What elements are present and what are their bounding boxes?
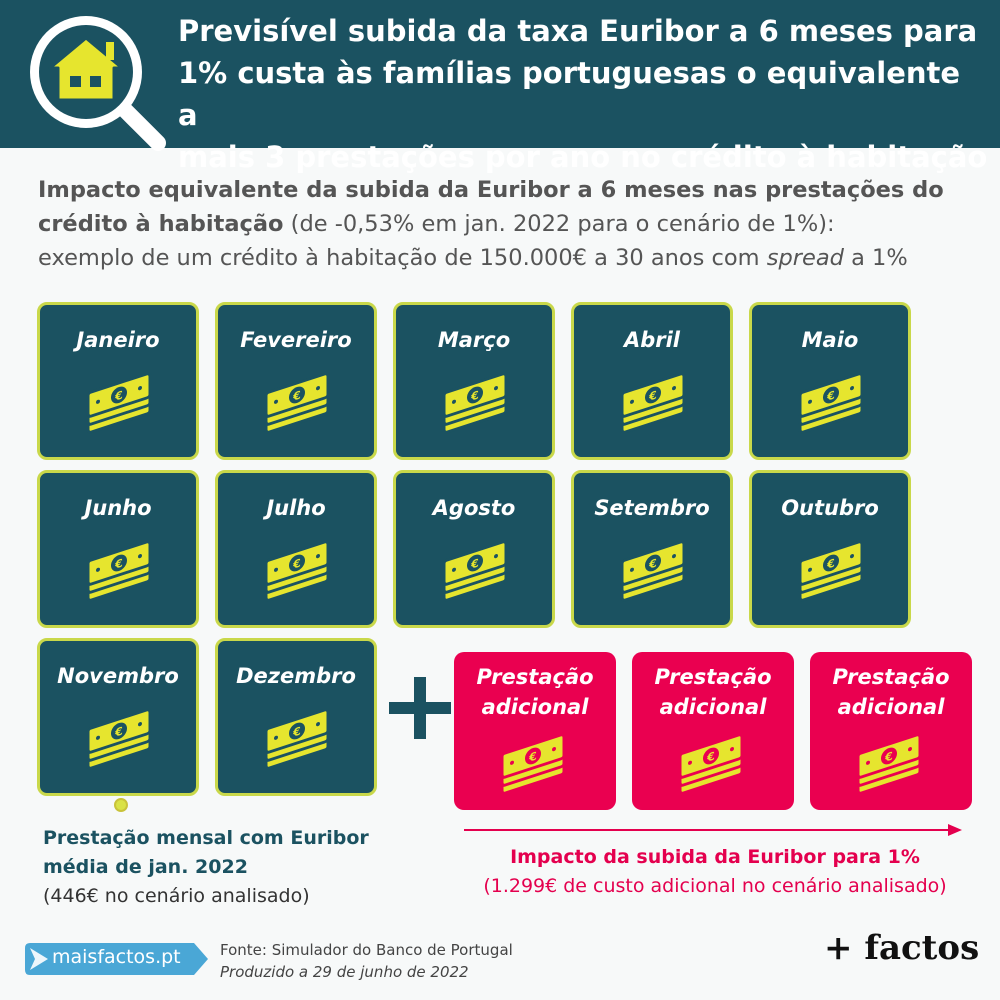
extra-payment-card: Prestação adicional €	[454, 652, 616, 810]
month-card: Julho €	[215, 470, 377, 628]
euro-banknotes-icon: €	[442, 373, 508, 434]
month-card: Março €	[393, 302, 555, 460]
month-label: Setembro	[594, 496, 710, 520]
header-banner: Previsível subida da taxa Euribor a 6 me…	[0, 0, 1000, 174]
svg-text:€: €	[114, 724, 123, 740]
month-card: Janeiro €	[37, 302, 199, 460]
subtitle-bold: crédito à habitação	[38, 211, 284, 237]
month-card: Dezembro €	[215, 638, 377, 796]
header-title-line: mais 3 prestações por ano no crédito à h…	[178, 140, 988, 174]
euro-banknotes-icon: €	[798, 541, 864, 602]
subtitle-bold: Impacto equivalente da subida da Euribor…	[38, 177, 944, 203]
month-label: Março	[437, 328, 511, 352]
extra-payment-label: Prestação adicional	[454, 662, 616, 722]
month-label: Fevereiro	[240, 328, 352, 352]
subtitle-text: a 1%	[843, 245, 908, 271]
note-text: (446€ no cenário analisado)	[43, 885, 310, 907]
produced-line: Produzido a 29 de junho de 2022	[220, 963, 469, 981]
site-badge-icon	[25, 943, 208, 975]
subtitle-text: exemplo de um crédito à habitação de 150…	[38, 245, 767, 271]
svg-text:€: €	[292, 388, 301, 404]
euro-banknotes-icon: €	[678, 734, 744, 795]
arrow-right-icon	[464, 824, 962, 836]
subtitle-italic: spread	[766, 245, 844, 271]
euro-banknotes-icon: €	[86, 373, 152, 434]
svg-text:€: €	[114, 388, 123, 404]
svg-text:€: €	[826, 388, 835, 404]
extra-payment-line: adicional	[837, 695, 945, 719]
month-card: Agosto €	[393, 470, 555, 628]
month-card: Maio €	[749, 302, 911, 460]
month-label: Agosto	[432, 496, 516, 520]
note-bold: Prestação mensal com Euribor	[43, 827, 369, 849]
euro-banknotes-icon: €	[86, 709, 152, 770]
month-label: Outubro	[781, 496, 879, 520]
svg-text:€: €	[470, 388, 479, 404]
impact-note: Impacto da subida da Euribor para 1% (1.…	[440, 843, 990, 901]
extra-payment-line: Prestação	[476, 665, 594, 689]
svg-text:€: €	[292, 724, 301, 740]
month-card: Outubro €	[749, 470, 911, 628]
extra-payment-label: Prestação adicional	[810, 662, 972, 722]
month-label: Maio	[801, 328, 859, 352]
svg-text:€: €	[648, 388, 657, 404]
euro-banknotes-icon: €	[264, 541, 330, 602]
euro-banknotes-icon: €	[264, 373, 330, 434]
svg-text:€: €	[528, 749, 537, 765]
callout-dot	[114, 798, 128, 812]
brand-logo: + factos	[824, 928, 980, 968]
header-title: Previsível subida da taxa Euribor a 6 me…	[178, 10, 988, 178]
month-label: Dezembro	[236, 664, 356, 688]
euro-banknotes-icon: €	[442, 541, 508, 602]
note-bold: média de jan. 2022	[43, 856, 248, 878]
extra-payment-line: adicional	[481, 695, 589, 719]
euro-banknotes-icon: €	[856, 734, 922, 795]
euro-banknotes-icon: €	[500, 734, 566, 795]
euro-banknotes-icon: €	[264, 709, 330, 770]
svg-text:€: €	[826, 556, 835, 572]
header-title-line: Previsível subida da taxa Euribor a 6 me…	[178, 14, 978, 48]
extra-payment-line: Prestação	[832, 665, 950, 689]
extra-payment-line: Prestação	[654, 665, 772, 689]
extra-payment-line: adicional	[659, 695, 767, 719]
euro-banknotes-icon: €	[620, 541, 686, 602]
header-title-line: 1% custa às famílias portuguesas o equiv…	[178, 56, 961, 132]
month-label: Julho	[266, 496, 326, 520]
euro-banknotes-icon: €	[620, 373, 686, 434]
month-card: Abril €	[571, 302, 733, 460]
month-card: Setembro €	[571, 470, 733, 628]
month-label: Janeiro	[76, 328, 160, 352]
month-card: Fevereiro €	[215, 302, 377, 460]
month-card: Novembro €	[37, 638, 199, 796]
plus-icon	[389, 677, 451, 739]
month-label: Junho	[84, 496, 152, 520]
note-text: (1.299€ de custo adicional no cenário an…	[483, 875, 947, 897]
note-bold: Impacto da subida da Euribor para 1%	[510, 846, 920, 868]
euro-banknotes-icon: €	[798, 373, 864, 434]
month-card: Junho €	[37, 470, 199, 628]
extra-payment-card: Prestação adicional €	[810, 652, 972, 810]
svg-text:€: €	[114, 556, 123, 572]
site-link[interactable]: maisfactos.pt	[52, 946, 181, 968]
source-text: Fonte: Simulador do Banco de Portugal Pr…	[220, 939, 513, 983]
svg-text:€: €	[884, 749, 893, 765]
month-label: Abril	[623, 328, 681, 352]
svg-text:€: €	[706, 749, 715, 765]
svg-text:€: €	[292, 556, 301, 572]
extra-payment-label: Prestação adicional	[632, 662, 794, 722]
month-label: Novembro	[57, 664, 179, 688]
subtitle-text: (de -0,53% em jan. 2022 para o cenário d…	[283, 211, 835, 237]
monthly-payment-note: Prestação mensal com Euribor média de ja…	[43, 824, 403, 911]
magnifier-house-icon	[30, 16, 166, 151]
source-line: Fonte: Simulador do Banco de Portugal	[220, 941, 513, 959]
extra-payment-card: Prestação adicional €	[632, 652, 794, 810]
subtitle: Impacto equivalente da subida da Euribor…	[38, 173, 988, 275]
euro-banknotes-icon: €	[86, 541, 152, 602]
svg-text:€: €	[648, 556, 657, 572]
svg-text:€: €	[470, 556, 479, 572]
